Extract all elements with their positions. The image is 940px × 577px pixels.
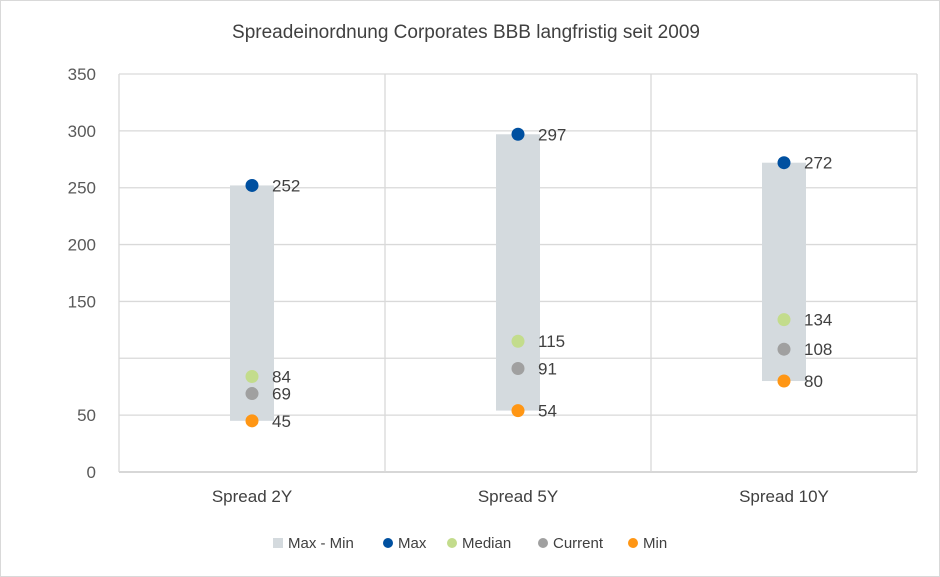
x-tick-label: Spread 5Y [478, 487, 558, 506]
legend-label: Max [398, 535, 427, 552]
point-min [777, 374, 791, 388]
point-min [511, 404, 525, 418]
point-min [245, 414, 259, 428]
data-label: 115 [538, 332, 565, 351]
legend-label: Median [462, 535, 511, 552]
point-current [777, 342, 791, 356]
data-label: 54 [538, 402, 557, 421]
data-label: 91 [538, 360, 557, 379]
point-median [245, 369, 259, 383]
data-label: 272 [804, 154, 832, 173]
x-tick-label: Spread 2Y [212, 487, 292, 506]
legend-marker-current [538, 538, 548, 548]
point-current [245, 387, 259, 401]
legend-label: Max - Min [288, 535, 354, 552]
y-tick-label: 0 [87, 463, 96, 482]
point-max [777, 156, 791, 170]
data-label: 134 [804, 311, 832, 330]
legend-marker-max [383, 538, 393, 548]
point-current [511, 362, 525, 376]
legend-label: Current [553, 535, 604, 552]
data-label: 45 [272, 412, 291, 431]
y-tick-label: 300 [68, 122, 96, 141]
data-label: 297 [538, 125, 566, 144]
data-label: 84 [272, 367, 291, 386]
y-tick-label: 350 [68, 65, 96, 84]
x-tick-label: Spread 10Y [739, 487, 829, 506]
legend-marker-median [447, 538, 457, 548]
point-max [245, 178, 259, 192]
data-label: 252 [272, 176, 300, 195]
y-tick-label: 250 [68, 179, 96, 198]
y-tick-label: 50 [77, 406, 96, 425]
point-max [511, 127, 525, 141]
legend-label: Min [643, 535, 667, 552]
data-label: 69 [272, 385, 291, 404]
data-label: 108 [804, 340, 832, 359]
point-median [777, 313, 791, 327]
legend-swatch-range [273, 538, 283, 548]
point-median [511, 334, 525, 348]
range-bar [230, 185, 274, 421]
legend-marker-min [628, 538, 638, 548]
chart-title: Spreadeinordnung Corporates BBB langfris… [232, 22, 700, 43]
data-label: 80 [804, 372, 823, 391]
y-tick-label: 150 [68, 292, 96, 311]
y-tick-label: 200 [68, 236, 96, 255]
